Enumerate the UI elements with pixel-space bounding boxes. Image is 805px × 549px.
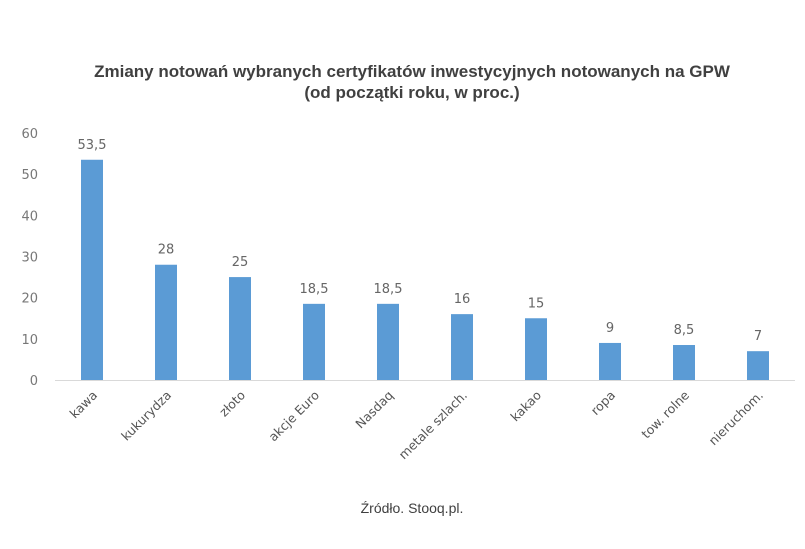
x-tick-label: złoto <box>216 388 248 420</box>
data-label: 18,5 <box>374 282 403 297</box>
data-label: 28 <box>158 243 175 258</box>
data-label: 16 <box>454 292 471 307</box>
x-tick-label: ropa <box>588 388 618 418</box>
x-tick-label: akcje Euro <box>265 388 322 445</box>
data-label: 18,5 <box>300 282 329 297</box>
x-tick-label: kukurydza <box>118 388 174 444</box>
x-tick-label: tow. rolne <box>638 387 692 441</box>
data-label: 9 <box>606 321 614 336</box>
x-tick-label: Nasdaq <box>352 388 396 432</box>
y-tick-label: 20 <box>21 292 38 307</box>
x-tick-label: metale szlach. <box>395 388 470 463</box>
bar-5 <box>377 303 399 380</box>
data-label: 7 <box>754 329 762 344</box>
data-label: 25 <box>232 255 249 270</box>
bar-10 <box>747 351 769 380</box>
bar-7 <box>525 318 547 380</box>
y-tick-label: 30 <box>21 251 38 266</box>
y-tick-label: 40 <box>21 209 38 224</box>
bar-9 <box>673 345 695 380</box>
chart-title: Zmiany notowań wybranych certyfikatów in… <box>94 62 731 81</box>
bar-1 <box>81 159 103 380</box>
data-label: 8,5 <box>674 323 695 338</box>
y-tick-label: 60 <box>21 127 38 142</box>
bar-3 <box>229 277 251 380</box>
data-label: 53,5 <box>78 138 107 153</box>
y-tick-label: 10 <box>21 333 38 348</box>
y-axis: 0 10 20 30 40 50 60 <box>21 127 38 389</box>
bar-8 <box>599 342 621 380</box>
y-tick-label: 50 <box>21 168 38 183</box>
bars-group: 53,5 28 25 18,5 18,5 16 15 9 8,5 7 <box>78 138 769 380</box>
x-axis: kawa kukurydza złoto akcje Euro Nasdaq metale… <box>55 380 795 463</box>
source-note: Źródło. Stooq.pl. <box>361 500 464 516</box>
x-tick-label: nieruchom. <box>705 388 766 449</box>
chart-subtitle: (od początki roku, w proc.) <box>304 83 519 102</box>
bar-2 <box>155 264 177 380</box>
y-tick-label: 0 <box>30 374 38 389</box>
x-tick-label: kakao <box>507 388 544 425</box>
bar-6 <box>451 314 473 380</box>
x-tick-label: kawa <box>66 388 100 422</box>
bar-4 <box>303 303 325 380</box>
data-label: 15 <box>528 296 545 311</box>
